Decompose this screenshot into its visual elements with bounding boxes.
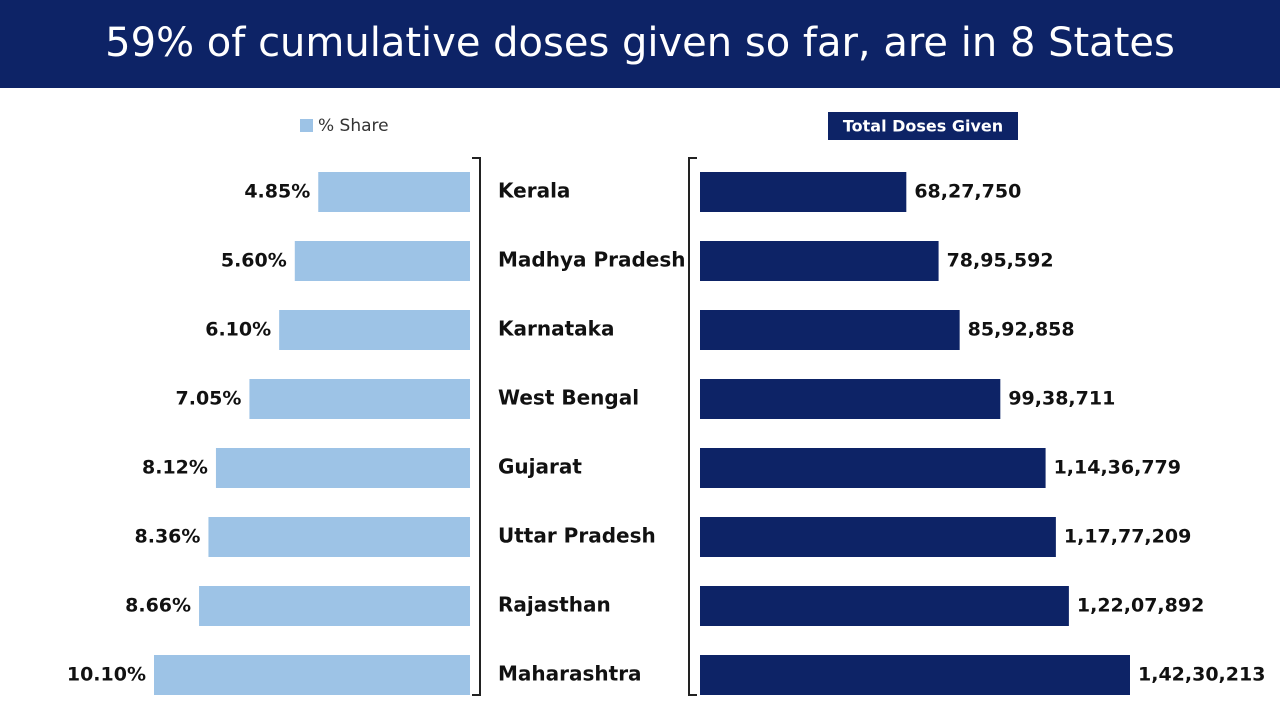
chart-title: 59% of cumulative doses given so far, ar… <box>105 20 1175 66</box>
category-label: Madhya Pradesh <box>498 248 686 272</box>
legend-swatch <box>300 119 313 132</box>
bar <box>700 379 1001 419</box>
category-label: Uttar Pradesh <box>498 524 656 548</box>
legend-box <box>828 112 1018 140</box>
value-label: 1,42,30,213 <box>1138 664 1265 686</box>
bar <box>700 448 1046 488</box>
bar <box>279 310 470 350</box>
bar <box>199 586 470 626</box>
value-label: 68,27,750 <box>914 181 1021 203</box>
legend-label: % Share <box>318 116 389 136</box>
bar <box>249 379 470 419</box>
category-label: Maharashtra <box>498 662 642 686</box>
category-label: Karnataka <box>498 317 614 341</box>
bar <box>215 448 470 488</box>
bar <box>208 517 470 557</box>
value-label: 1,22,07,892 <box>1077 595 1204 617</box>
right-bracket <box>688 157 697 696</box>
bar <box>700 310 960 350</box>
value-label: 10.10% <box>67 664 146 686</box>
value-label: 8.12% <box>142 457 208 479</box>
category-label: West Bengal <box>498 386 639 410</box>
value-label: 99,38,711 <box>1008 388 1115 410</box>
bar <box>154 655 470 695</box>
value-label: 5.60% <box>221 250 287 272</box>
value-label: 7.05% <box>176 388 242 410</box>
bar <box>700 517 1056 557</box>
bar <box>700 241 939 281</box>
bar <box>700 586 1069 626</box>
bar <box>700 172 907 212</box>
value-label: 85,92,858 <box>968 319 1075 341</box>
value-label: 1,17,77,209 <box>1064 526 1191 548</box>
bar <box>700 655 1130 695</box>
category-label: Gujarat <box>498 455 582 479</box>
legend-label: Total Doses Given <box>843 117 1003 136</box>
bar <box>318 172 470 212</box>
category-label: Kerala <box>498 179 570 203</box>
brackets <box>472 157 697 696</box>
bar <box>294 241 470 281</box>
category-label: Rajasthan <box>498 593 611 617</box>
value-label: 1,14,36,779 <box>1054 457 1181 479</box>
left-bracket <box>472 157 481 696</box>
value-label: 8.36% <box>135 526 201 548</box>
title-bar <box>0 0 1280 88</box>
value-label: 4.85% <box>244 181 310 203</box>
value-label: 8.66% <box>125 595 191 617</box>
value-label: 78,95,592 <box>947 250 1054 272</box>
value-label: 6.10% <box>205 319 271 341</box>
